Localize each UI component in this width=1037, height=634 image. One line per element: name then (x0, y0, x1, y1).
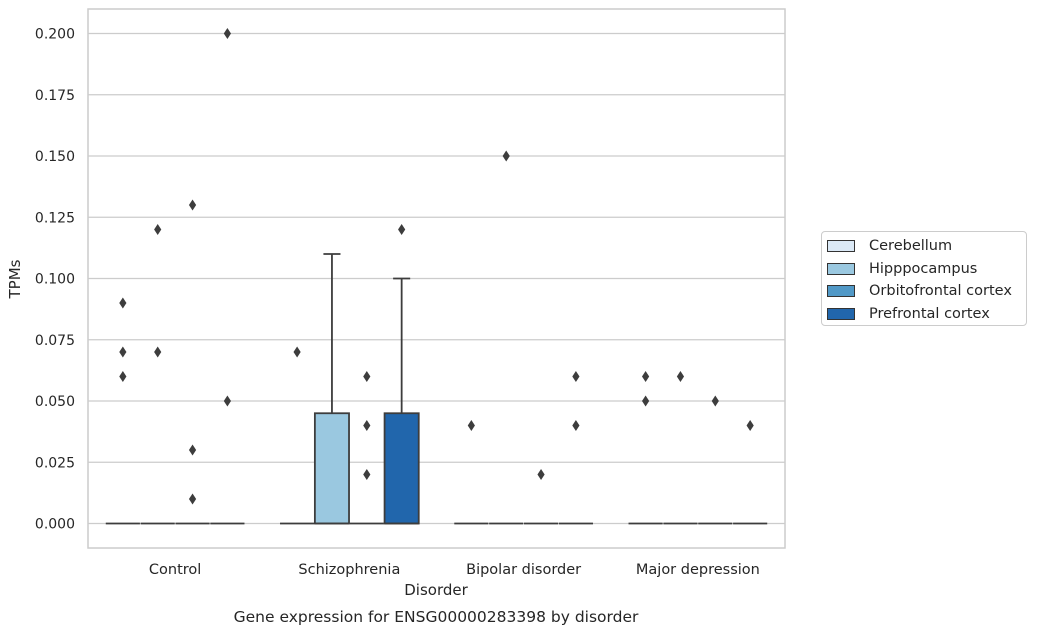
legend: Cerebellum Hipppocampus Orbitofrontal co… (821, 231, 1027, 326)
outlier-point (188, 444, 197, 456)
y-tick-label: 0.050 (35, 394, 75, 410)
y-tick-label: 0.175 (35, 88, 75, 104)
outlier-point (676, 371, 685, 382)
outlier-point (119, 371, 127, 382)
y-tick-label: 0.000 (35, 517, 75, 533)
legend-swatch (827, 307, 855, 320)
legend-item: Prefrontal cortex (827, 303, 1026, 326)
legend-label: Cerebellum (869, 238, 953, 255)
y-tick-label: 0.100 (35, 272, 75, 288)
y-tick-label: 0.075 (35, 333, 75, 349)
legend-item: Cerebellum (827, 235, 1026, 258)
outlier-point (467, 420, 475, 431)
box (383, 412, 420, 525)
outlier-point (119, 297, 127, 309)
box (313, 412, 350, 525)
legend-swatch (827, 285, 855, 298)
legend-label: Prefrontal cortex (869, 305, 990, 322)
outlier-point (119, 346, 127, 358)
outlier-point (154, 346, 162, 358)
y-tick-label: 0.200 (35, 27, 75, 43)
legend-swatch (827, 240, 855, 253)
outlier-point (642, 395, 650, 407)
y-tick-label: 0.025 (35, 455, 75, 471)
y-tick-label: 0.150 (35, 149, 75, 165)
outlier-point (154, 224, 162, 235)
legend-label: Orbitofrontal cortex (869, 283, 1012, 300)
y-gridlines (88, 32, 785, 525)
chart-title: Gene expression for ENSG00000283398 by d… (234, 608, 639, 626)
outlier-point (642, 371, 650, 382)
x-tick-label: Control (149, 562, 201, 578)
x-axis-label: Disorder (404, 581, 468, 599)
outlier-point (223, 28, 231, 39)
x-tick-label: Schizophrenia (298, 562, 400, 578)
outlier-point (502, 150, 510, 162)
outlier-point (223, 395, 231, 407)
outlier-point (293, 346, 301, 358)
plot-marks (105, 28, 768, 525)
outlier-point (398, 224, 406, 235)
outlier-point (363, 469, 371, 480)
legend-item: Orbitofrontal cortex (827, 280, 1026, 303)
x-tick-label: Bipolar disorder (466, 562, 581, 578)
outlier-point (188, 199, 197, 211)
outlier-point (746, 420, 754, 431)
outlier-point (711, 395, 719, 407)
outlier-point (363, 420, 371, 431)
outlier-point (188, 493, 197, 505)
outlier-point (572, 371, 580, 382)
y-axis-label: TPMs (6, 259, 24, 299)
legend-item: Hipppocampus (827, 258, 1026, 281)
outlier-point (537, 469, 545, 480)
legend-label: Hipppocampus (869, 260, 978, 277)
axis-tick-labels: 0.000 0.025 0.050 0.075 0.100 0.125 0.150 0.175… (35, 27, 760, 579)
y-tick-label: 0.125 (35, 210, 75, 226)
outlier-point (572, 420, 580, 431)
x-tick-label: Major depression (636, 562, 760, 578)
outlier-point (363, 371, 371, 382)
legend-swatch (827, 262, 855, 275)
plot-frame (87, 8, 786, 549)
